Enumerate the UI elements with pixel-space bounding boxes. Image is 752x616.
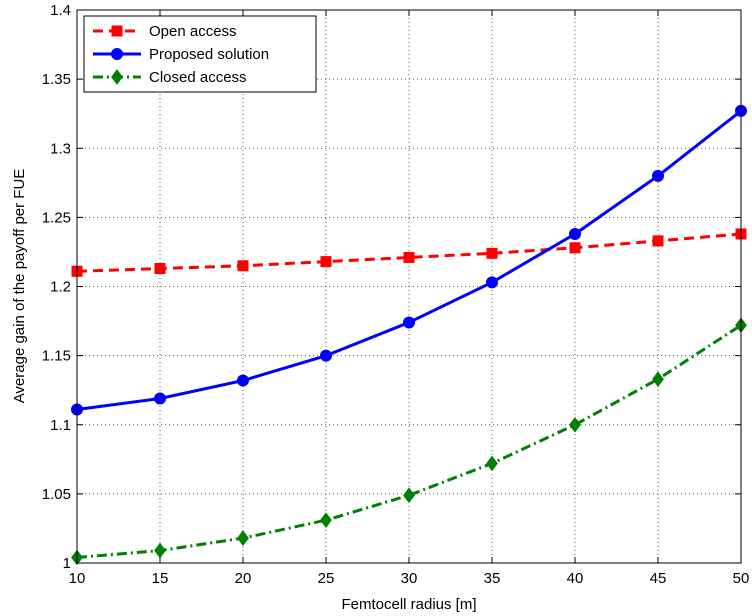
data-point-open-access: [237, 260, 249, 272]
legend-marker-closed-access: [111, 69, 123, 85]
x-tick-label: 20: [235, 570, 252, 587]
y-tick-label: 1: [63, 555, 71, 572]
data-point-closed-access: [237, 530, 249, 546]
y-tick-label: 1.1: [50, 417, 71, 434]
y-tick-label: 1.35: [42, 71, 71, 88]
series-closed-access: [71, 317, 747, 566]
legend-marker-proposed-solution: [111, 48, 123, 60]
legend-label-open-access: Open access: [149, 23, 237, 40]
data-point-open-access: [403, 251, 415, 263]
x-tick-label: 25: [318, 570, 335, 587]
x-tick-label: 30: [401, 570, 418, 587]
data-point-open-access: [486, 247, 498, 259]
x-tick-label: 10: [69, 570, 86, 587]
data-point-open-access: [652, 235, 664, 247]
legend-marker-open-access: [111, 25, 123, 37]
data-point-proposed-solution: [154, 392, 166, 405]
data-point-proposed-solution: [652, 169, 664, 182]
series-proposed-solution: [71, 104, 747, 416]
y-tick-label: 1.05: [42, 486, 71, 503]
x-tick-label: 45: [650, 570, 667, 587]
data-point-proposed-solution: [403, 316, 415, 329]
data-point-open-access: [320, 256, 332, 268]
x-axis-title: Femtocell radius [m]: [341, 596, 476, 613]
y-tick-label: 1.4: [50, 2, 71, 19]
data-point-proposed-solution: [569, 227, 581, 240]
series-line-closed-access: [76, 323, 742, 559]
data-point-open-access: [154, 263, 166, 275]
legend: Open access Proposed solution Closed acces…: [83, 15, 317, 93]
legend-label-proposed-solution: Proposed solution: [149, 46, 269, 63]
data-point-closed-access: [652, 371, 664, 387]
y-axis-title: Average gain of the payoff per FUE: [11, 169, 28, 404]
data-point-proposed-solution: [486, 276, 498, 289]
y-tick-label: 1.15: [42, 348, 71, 365]
x-tick-label: 50: [733, 570, 750, 587]
data-point-closed-access: [403, 487, 415, 504]
legend-label-closed-access: Closed access: [149, 69, 247, 86]
y-tick-label: 1.3: [50, 140, 71, 157]
data-point-open-access: [569, 242, 581, 254]
data-point-closed-access: [320, 512, 332, 528]
data-point-closed-access: [569, 416, 581, 433]
y-tick-label: 1.2: [50, 279, 71, 296]
data-point-proposed-solution: [320, 349, 332, 362]
data-point-proposed-solution: [237, 374, 249, 387]
x-tick-label: 35: [484, 570, 501, 587]
y-tick-label: 1.25: [42, 209, 71, 226]
data-point-closed-access: [486, 455, 498, 472]
x-tick-label: 15: [152, 570, 169, 587]
x-tick-label: 40: [567, 570, 584, 587]
axis-ticks: 10 15 20 25 30 35 40 45 50 1 1.05 1.1 1.15 1.2 1.25 1.3…: [42, 2, 750, 587]
